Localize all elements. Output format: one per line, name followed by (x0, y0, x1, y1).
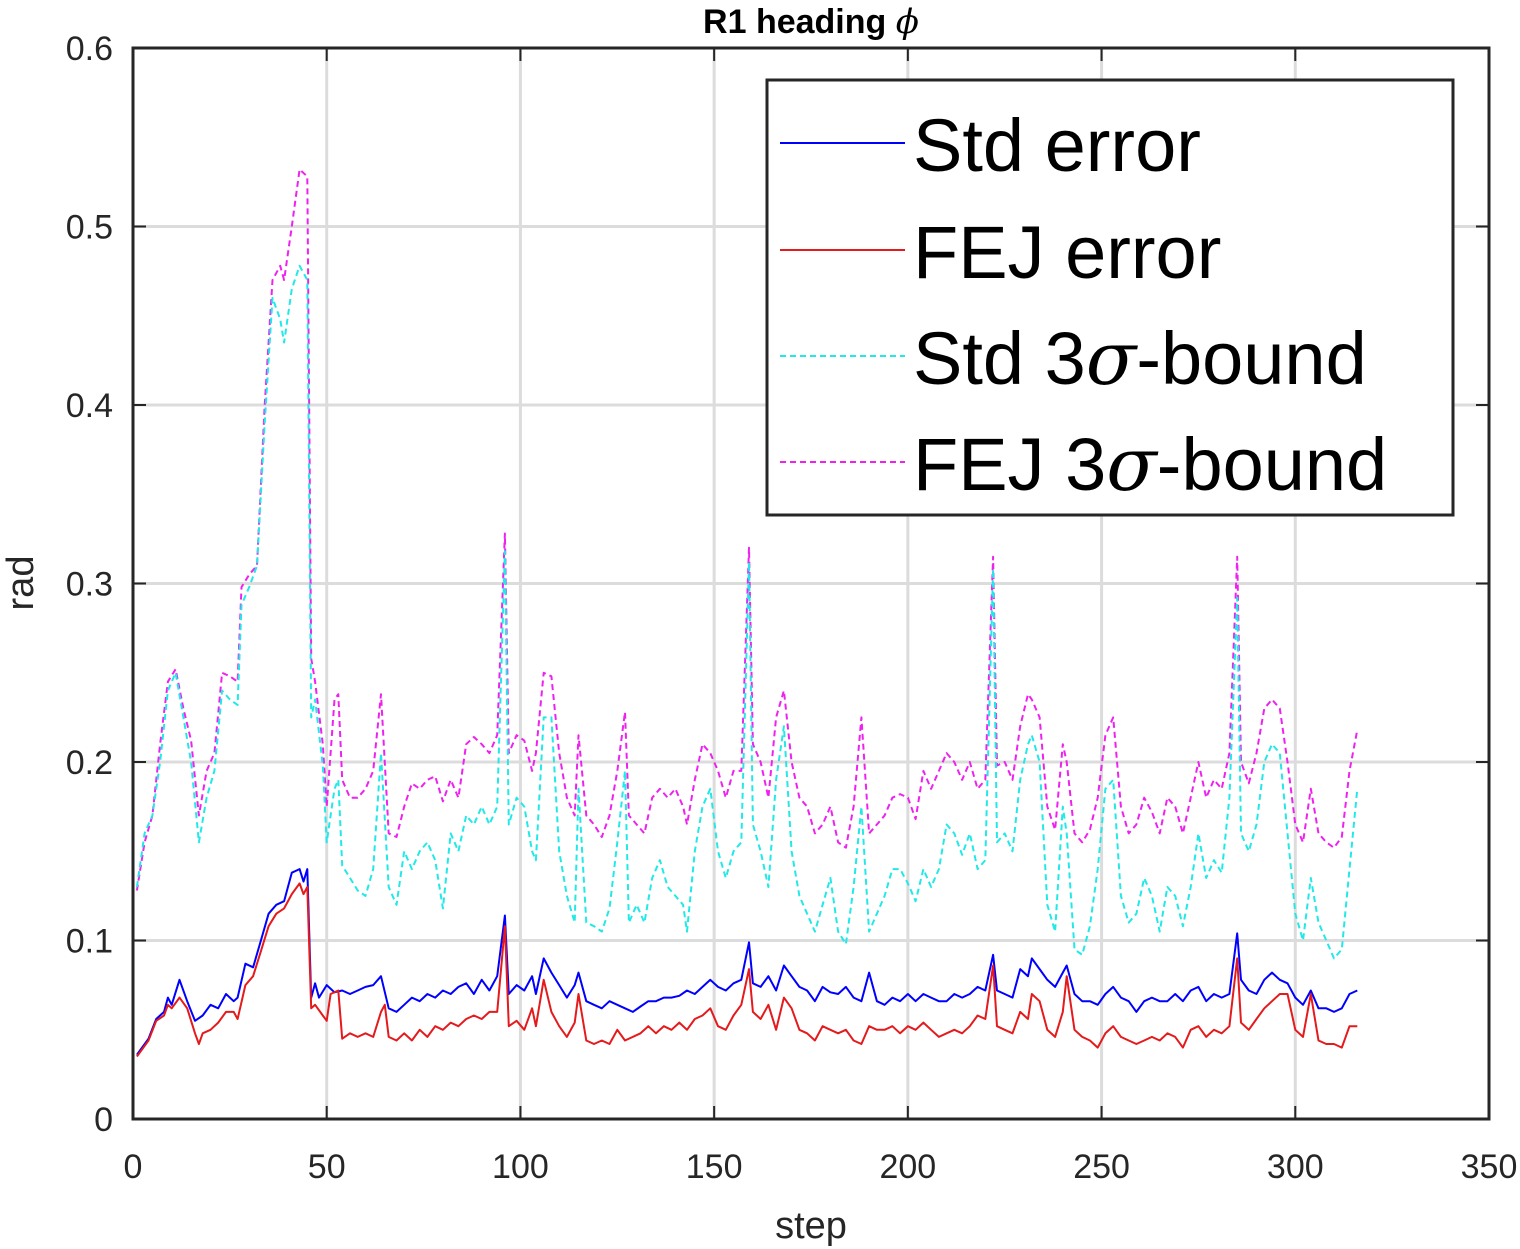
x-tick-label: 50 (308, 1148, 346, 1186)
series-line-fej-3-bound (135, 168, 1359, 891)
legend-label-text: FEJ 3 (913, 423, 1106, 506)
y-tick-label: 0 (94, 1101, 113, 1139)
axis-ticks: 0 50 100 150 200 250 300 350 0 0.1 0.2 0.3 0.4 0.5 0.6 (66, 30, 1518, 1186)
series-layer (135, 168, 1359, 1058)
y-tick-label: 0.2 (66, 744, 113, 782)
x-tick-label: 350 (1461, 1148, 1518, 1186)
y-axis-label: rad (0, 556, 42, 611)
x-tick-label: 150 (686, 1148, 743, 1186)
x-tick-label: 250 (1073, 1148, 1130, 1186)
x-tick-label: 0 (124, 1148, 143, 1186)
legend-label-text: Std 3 (913, 317, 1086, 400)
legend-label-suffix: -bound (1136, 317, 1366, 400)
y-tick-label: 0.4 (66, 387, 113, 425)
x-tick-label: 300 (1267, 1148, 1324, 1186)
x-tick-label: 100 (492, 1148, 549, 1186)
chart-title: R1 heading ϕ (703, 2, 919, 42)
chart-title-text: R1 heading (703, 3, 886, 41)
legend-label: Std 3σ-bound (913, 316, 1367, 402)
x-tick-label: 200 (879, 1148, 936, 1186)
y-tick-label: 0.5 (66, 209, 113, 247)
legend-label-text: Std error (913, 104, 1201, 187)
legend-label-text: FEJ error (913, 211, 1221, 294)
legend-label: FEJ error (913, 211, 1221, 294)
chart-title-symbol: ϕ (896, 2, 919, 42)
y-tick-label: 0.6 (66, 30, 113, 68)
legend-label-symbol: σ (1106, 422, 1159, 508)
y-tick-label: 0.3 (66, 566, 113, 604)
series-line-std-error (136, 868, 1358, 1056)
legend-label-suffix: -bound (1157, 423, 1387, 506)
x-axis-label: step (775, 1205, 847, 1247)
series-line-fej-error (136, 882, 1358, 1058)
legend-box (765, 78, 1455, 517)
series-line-std-3-bound (135, 264, 1359, 960)
legend-label: Std error (913, 104, 1201, 187)
legend-label: FEJ 3σ-bound (913, 422, 1387, 508)
y-tick-label: 0.1 (66, 923, 113, 961)
legend-label-symbol: σ (1086, 316, 1139, 402)
